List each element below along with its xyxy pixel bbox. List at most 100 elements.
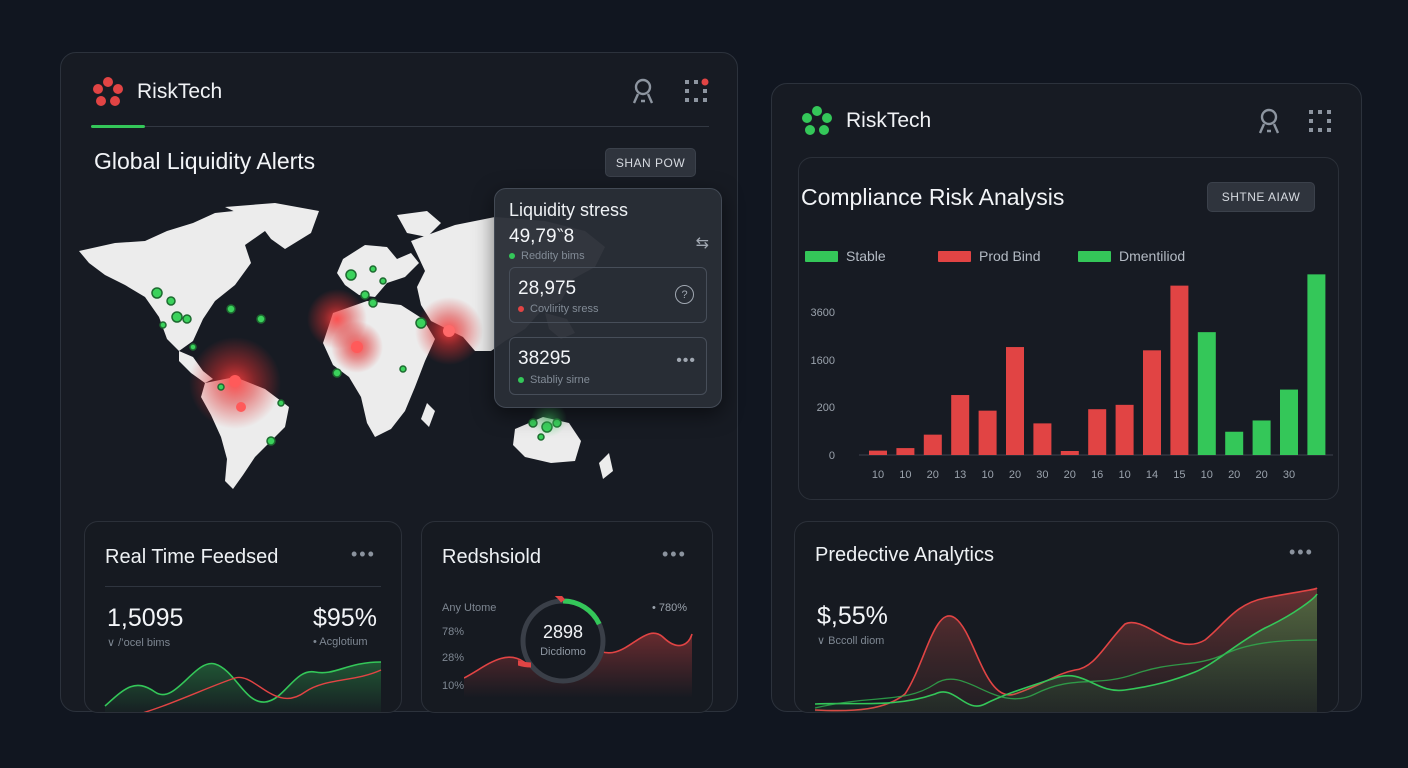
status-dot (518, 377, 524, 383)
popup-item[interactable]: 28,975 Covlirity sress ? (509, 267, 707, 323)
gauge-label: Dicdiomo (540, 646, 586, 658)
chart-bar[interactable] (1197, 332, 1216, 455)
legend-label: Stable (846, 248, 886, 264)
chart-bar[interactable] (1006, 347, 1024, 455)
legend-item[interactable]: Dmentiliod (1078, 248, 1185, 264)
tick-label: 78% (442, 626, 465, 638)
chart-bar[interactable] (1033, 423, 1052, 455)
y-tick-label: 3600 (811, 307, 835, 319)
status-dot (509, 253, 515, 259)
status-dot (518, 306, 524, 312)
chart-bar[interactable] (1115, 404, 1134, 455)
active-tab-indicator (91, 125, 145, 128)
card-title: Redshsiold (442, 546, 541, 568)
legend-swatch (805, 250, 838, 262)
x-tick-label: 15 (1173, 469, 1185, 481)
chart-bar[interactable] (1252, 420, 1271, 455)
x-tick-label: 20 (1009, 469, 1021, 481)
popup-item-value: 49,79‶8 (509, 226, 575, 247)
share-icon[interactable]: ⇆ (695, 235, 709, 252)
legend-swatch (938, 250, 971, 262)
popup-item-value: 38295 (518, 348, 571, 369)
chart-bar[interactable] (1060, 451, 1079, 455)
metric-percent: $95% (313, 604, 377, 632)
more-options-icon[interactable]: ••• (1289, 542, 1314, 562)
chart-bar[interactable] (1170, 285, 1189, 455)
brand-name: RiskTech (137, 80, 223, 103)
risk-gauge (518, 596, 606, 684)
more-icon[interactable]: ••• (676, 352, 696, 369)
predictive-area-chart (814, 587, 1318, 712)
legend-item[interactable]: Prod Bind (938, 248, 1078, 264)
more-options-icon[interactable]: ••• (351, 544, 376, 564)
realtime-feed-card: Real Time Feedsed ••• 1,5095 ∨ /’ocel bi… (84, 521, 402, 713)
legend-label: Prod Bind (979, 248, 1041, 264)
redshield-card: Redshsiold ••• Any Utome 78% 28% 10% 289… (421, 521, 713, 713)
legend-swatch (1078, 250, 1111, 262)
popup-title: Liquidity stress (509, 200, 629, 220)
show-now-button[interactable]: SHAN POW (605, 148, 696, 177)
x-tick-label: 13 (954, 469, 966, 481)
legend-label: Dmentiliod (1119, 248, 1186, 264)
chart-bar[interactable] (1088, 409, 1107, 455)
chart-bar[interactable] (1225, 431, 1244, 455)
legend-item[interactable]: Stable (805, 248, 938, 264)
page-title-right: Compliance Risk Analysis (801, 184, 1065, 210)
metric-percent-label: • Acglotium (313, 636, 368, 648)
x-tick-label: 16 (1091, 469, 1103, 481)
chart-bar[interactable] (896, 448, 915, 455)
popup-item[interactable]: 49,79‶8 Reddity bims ⇆ (509, 225, 713, 263)
brand-left[interactable]: RiskTech (91, 75, 222, 109)
x-tick-label: 10 (1201, 469, 1213, 481)
chart-bar[interactable] (951, 395, 970, 455)
grid-menu-icon[interactable] (681, 76, 711, 106)
popup-item-label: Stabliy sirne (530, 374, 590, 386)
popup-item-label: Covlirity sress (530, 303, 599, 315)
compliance-bar-chart: 0 200 1600 3600 10 10 20 13 10 20 30 20 16 10 14 15 10 20… (811, 274, 1333, 481)
y-tick-label: 200 (817, 402, 835, 414)
card-title: Real Time Feedsed (105, 546, 279, 568)
compliance-chart-card: Compliance Risk Analysis SHTNE AIAW Stab… (798, 157, 1339, 500)
card-title: Predective Analytics (815, 544, 994, 566)
x-tick-label: 10 (1118, 469, 1130, 481)
popup-item-label: Reddity bims (521, 250, 585, 262)
popup-item[interactable]: 38295 Stabliy sirne ••• (509, 337, 707, 395)
more-options-icon[interactable]: ••• (662, 544, 687, 564)
grid-menu-icon[interactable] (1305, 106, 1335, 136)
brand-name: RiskTech (846, 109, 932, 132)
metric-value: $,55% (817, 602, 888, 630)
world-map (79, 203, 613, 489)
metric-label: ∨ Bccoll diom (817, 635, 885, 647)
chart-bar[interactable] (1280, 389, 1298, 455)
risktech-logo-icon (802, 106, 832, 135)
x-tick-label: 10 (899, 469, 911, 481)
chart-bar[interactable] (923, 434, 942, 455)
x-tick-label: 10 (872, 469, 884, 481)
x-tick-label: 20 (1255, 469, 1267, 481)
brand-right[interactable]: RiskTech (800, 104, 931, 138)
x-tick-label: 30 (1283, 469, 1295, 481)
chart-bar[interactable] (1307, 274, 1326, 455)
tick-label: 28% (442, 652, 465, 664)
chart-bar[interactable] (1143, 350, 1161, 455)
x-tick-label: 20 (1064, 469, 1076, 481)
x-tick-label: 14 (1146, 469, 1158, 481)
help-icon[interactable]: ? (675, 285, 694, 304)
predictive-analytics-card: Predective Analytics ••• $,55% ∨ Bccoll … (794, 521, 1339, 713)
chart-legend: Stable Prod Bind Dmentiliod (805, 248, 1185, 264)
x-tick-label: 30 (1036, 469, 1048, 481)
x-tick-label: 20 (927, 469, 939, 481)
chart-bar[interactable] (869, 450, 887, 455)
x-tick-label: 10 (981, 469, 993, 481)
show-now-button[interactable]: SHTNE AIAW (1207, 182, 1315, 212)
user-icon[interactable] (628, 76, 658, 106)
x-tick-label: 20 (1228, 469, 1240, 481)
metric-label: ∨ /’ocel bims (107, 637, 171, 649)
y-tick-label: 1600 (811, 355, 835, 367)
metric-value: 1,5095 (107, 604, 184, 632)
user-icon[interactable] (1254, 106, 1284, 136)
chart-bar[interactable] (978, 410, 997, 455)
chart-label: Any Utome (442, 602, 497, 614)
card-divider (105, 586, 381, 587)
risktech-logo-icon (93, 77, 123, 106)
